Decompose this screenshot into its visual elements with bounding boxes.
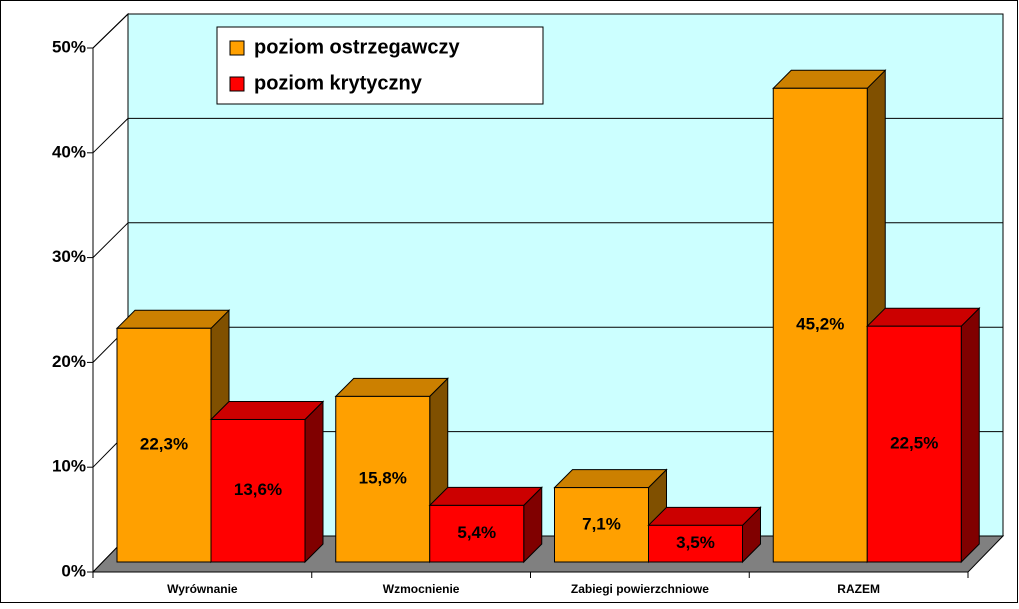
bar-front (116, 327, 212, 563)
bar-top (772, 69, 887, 89)
value-label: 3,5% (676, 533, 715, 552)
legend-swatch (229, 40, 245, 56)
bar-top (334, 377, 449, 397)
y-tick-label: 50% (52, 37, 86, 56)
bar-front (772, 87, 868, 563)
x-tick-label: Zabiegi powierzchniowe (571, 582, 709, 596)
bar (866, 306, 981, 564)
bar (553, 468, 668, 564)
bar-top (647, 506, 762, 526)
bar-top (866, 307, 981, 327)
value-label: 22,3% (140, 435, 188, 454)
value-label: 15,8% (359, 469, 407, 488)
bar-front (335, 395, 431, 563)
y-tick-label: 10% (52, 457, 86, 476)
legend (216, 26, 544, 105)
value-label: 22,5% (890, 434, 938, 453)
bar-front (554, 487, 649, 563)
y-tick-label: 0% (61, 561, 86, 580)
bar-top (428, 486, 543, 506)
bar-top (115, 309, 231, 329)
bar (647, 506, 762, 564)
grid-line (92, 13, 129, 49)
x-tick-label: RAZEM (837, 582, 880, 596)
bar-side (960, 306, 980, 564)
y-tick-label: 20% (52, 352, 86, 371)
legend-label: poziom krytyczny (254, 72, 423, 94)
value-label: 45,2% (796, 315, 844, 334)
value-label: 5,4% (457, 523, 496, 542)
value-label: 13,6% (234, 480, 282, 499)
bar-top (553, 469, 668, 489)
x-tick-label: Wzmocnienie (383, 582, 460, 596)
bar (209, 400, 325, 564)
bar-front (866, 325, 962, 563)
bar-front (648, 524, 743, 563)
legend-swatch (229, 76, 245, 92)
value-label: 7,1% (582, 514, 621, 533)
x-tick-label: Wyrównanie (167, 582, 238, 596)
bar-top (209, 400, 325, 420)
legend-label: poziom ostrzegawczy (254, 36, 460, 58)
y-tick-label: 30% (52, 247, 86, 266)
bar-front (210, 418, 306, 563)
bar-front (429, 504, 525, 563)
bar (428, 486, 543, 564)
bar-side (304, 400, 324, 564)
grid-line (92, 118, 129, 154)
y-tick-label: 40% (52, 142, 86, 161)
grid-line (92, 222, 129, 258)
